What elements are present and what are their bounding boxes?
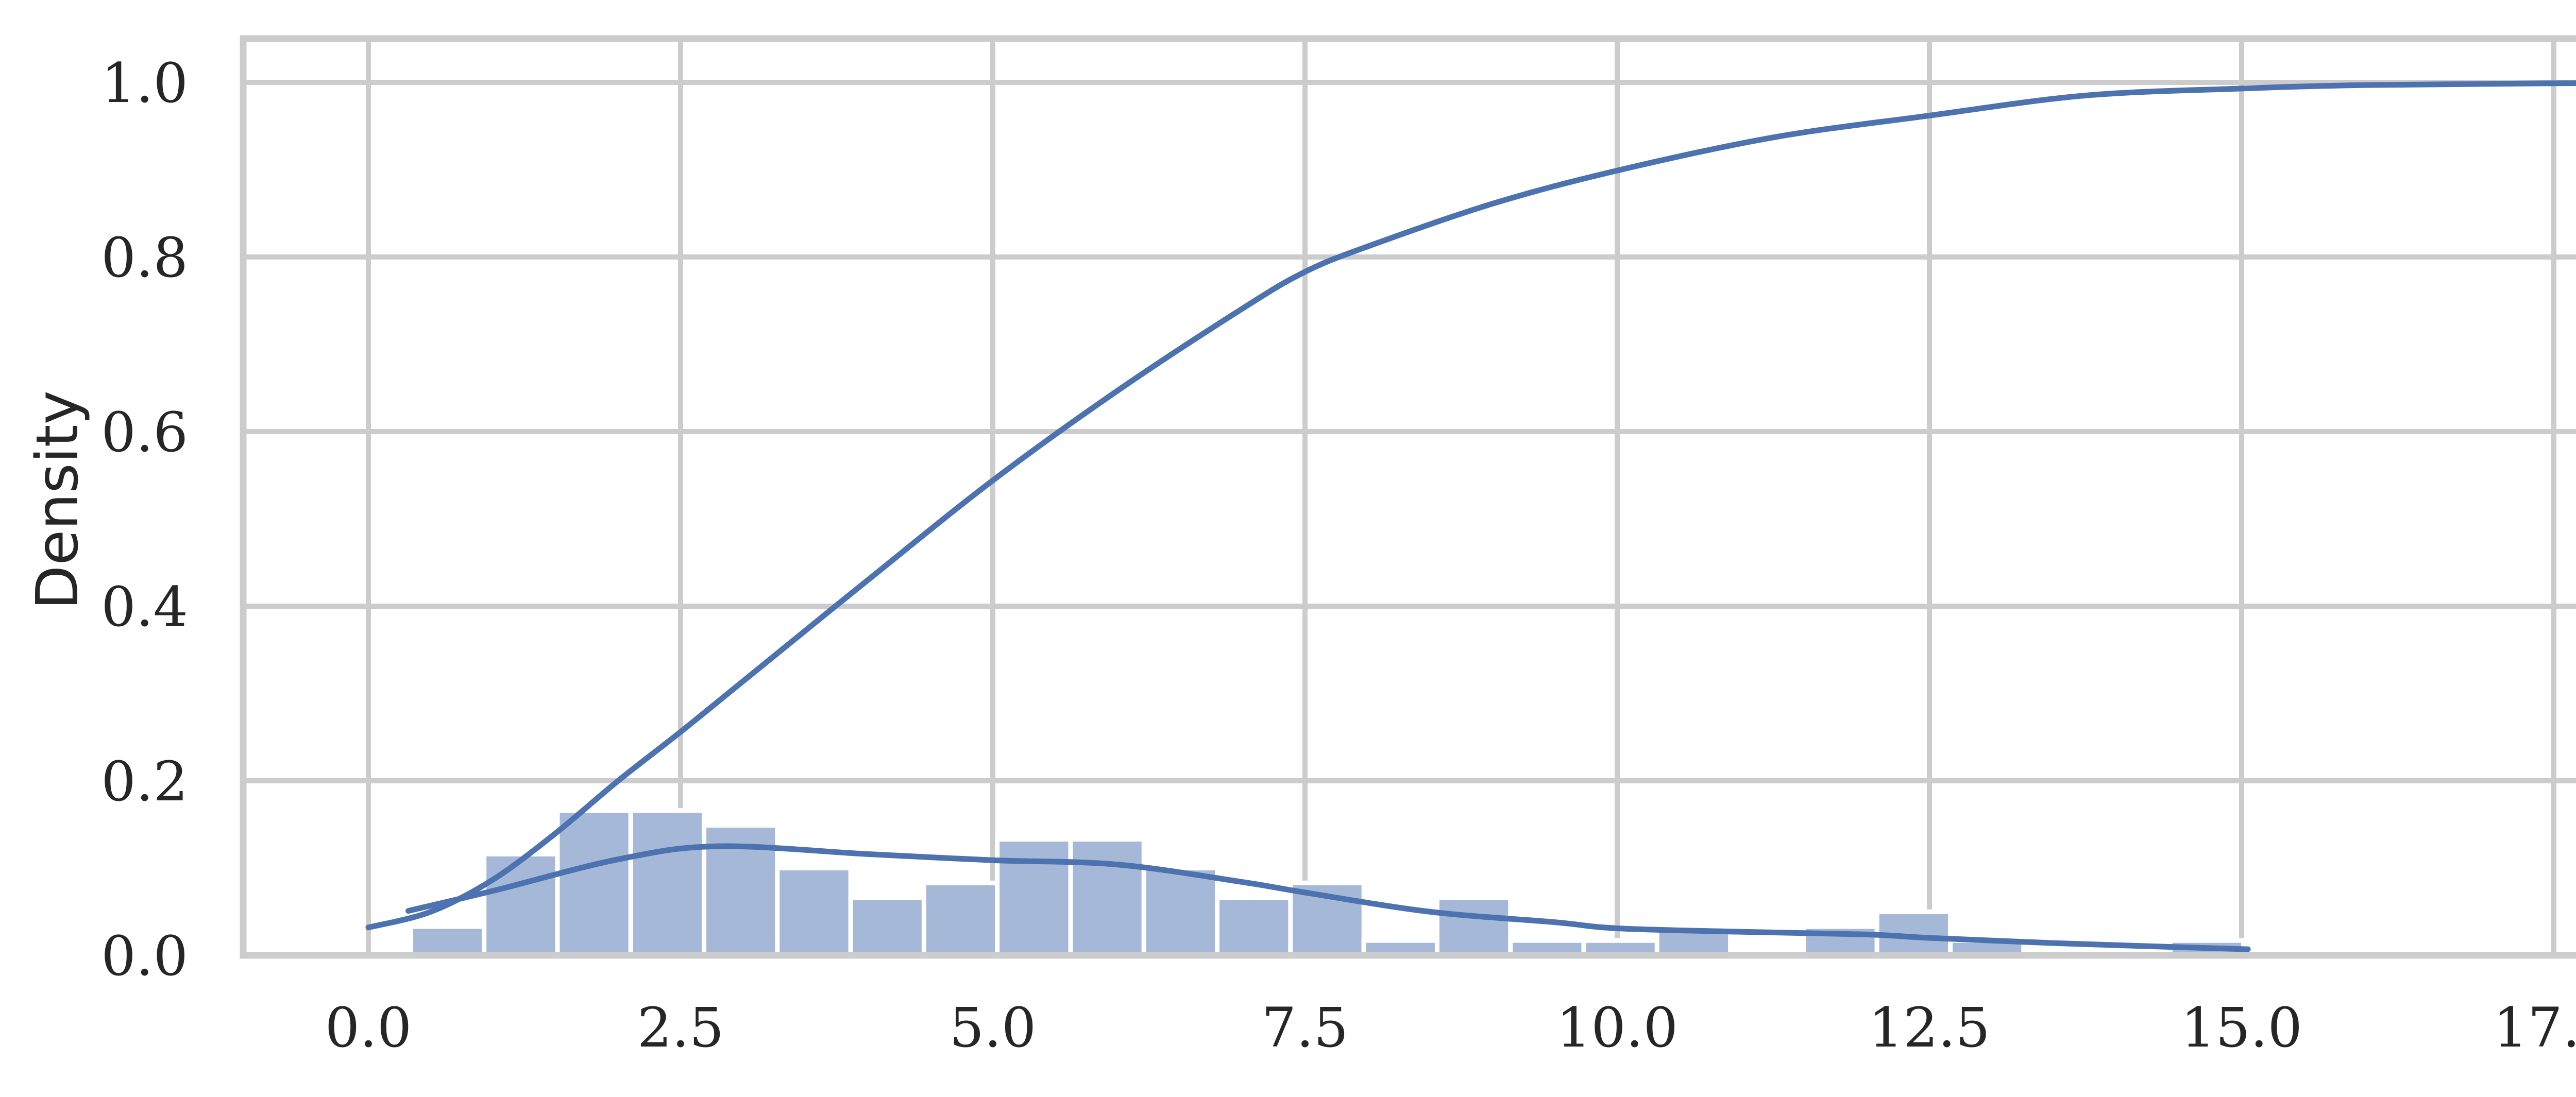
x-tick-label: 15.0	[2181, 996, 2302, 1059]
x-tick-label: 2.5	[637, 996, 724, 1059]
y-tick-label: 0.2	[101, 750, 188, 813]
plot-area	[240, 35, 2576, 959]
histogram-bar	[408, 924, 487, 958]
x-tick-label: 5.0	[950, 996, 1037, 1059]
axes-frame	[240, 35, 2576, 959]
y-axis-label: Density	[24, 390, 91, 610]
histogram-bar	[628, 808, 707, 958]
histogram-bar	[555, 808, 633, 958]
x-tick-label: 10.0	[1556, 996, 1678, 1059]
y-axis-tick-labels: 0.0 0.2 0.4 0.6 0.8 1.0	[101, 52, 188, 988]
y-tick-label: 0.6	[101, 401, 188, 464]
x-tick-label: 7.5	[1262, 996, 1349, 1059]
histogram-bars	[408, 808, 2246, 958]
histogram-bar	[775, 866, 853, 958]
x-tick-label: 0.0	[325, 996, 412, 1059]
axes-background	[243, 39, 2576, 955]
cumulative-curve	[365, 80, 2576, 931]
vertical-gridlines	[366, 39, 2556, 955]
y-tick-label: 0.4	[101, 575, 188, 639]
histogram-bar	[1068, 837, 1146, 958]
histogram-bar	[921, 880, 1000, 958]
histogram-bar	[1141, 866, 1220, 958]
histogram-bar	[1434, 895, 1513, 958]
y-tick-label: 1.0	[101, 52, 188, 115]
histogram-bar	[995, 837, 1073, 958]
x-tick-label: 12.5	[1869, 996, 1990, 1059]
histogram-bar	[1215, 895, 1293, 958]
x-tick-label: 17.5	[2493, 996, 2576, 1059]
kde-curve	[405, 843, 2251, 952]
y-tick-label: 0.8	[101, 226, 188, 289]
y-tick-label: 0.0	[101, 924, 188, 988]
histogram-bar	[482, 851, 560, 958]
curves	[365, 80, 2576, 952]
histogram-bar	[848, 895, 926, 958]
x-axis-tick-labels: 0.02.55.07.510.012.515.017.520.0	[325, 996, 2576, 1059]
